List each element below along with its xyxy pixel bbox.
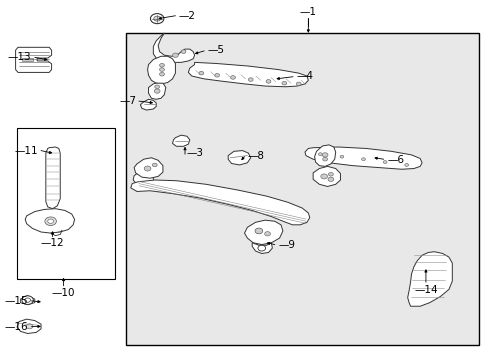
Polygon shape: [46, 147, 60, 209]
Text: —14: —14: [413, 285, 437, 295]
Circle shape: [199, 71, 203, 75]
Text: —9: —9: [278, 240, 294, 250]
Polygon shape: [407, 252, 451, 306]
Circle shape: [48, 219, 53, 224]
Polygon shape: [134, 158, 163, 178]
Circle shape: [154, 89, 160, 93]
Circle shape: [159, 72, 164, 76]
Circle shape: [159, 63, 164, 67]
Polygon shape: [314, 145, 335, 166]
Text: —5: —5: [207, 45, 224, 55]
Polygon shape: [147, 56, 175, 84]
Circle shape: [248, 78, 253, 81]
Circle shape: [322, 157, 327, 161]
Circle shape: [282, 81, 286, 85]
Circle shape: [159, 68, 164, 71]
Text: —16: —16: [5, 322, 28, 332]
Polygon shape: [228, 150, 250, 165]
Text: —8: —8: [247, 150, 264, 161]
Text: —1: —1: [299, 7, 316, 17]
Polygon shape: [172, 135, 189, 146]
Polygon shape: [25, 209, 75, 233]
Circle shape: [404, 163, 408, 166]
Circle shape: [154, 16, 160, 21]
Circle shape: [258, 245, 265, 251]
Circle shape: [361, 158, 365, 161]
Circle shape: [320, 174, 327, 179]
Circle shape: [152, 163, 157, 167]
Text: —12: —12: [41, 238, 64, 248]
Circle shape: [22, 296, 33, 305]
Polygon shape: [130, 180, 309, 225]
Circle shape: [181, 50, 185, 53]
Text: —10: —10: [52, 288, 75, 298]
Polygon shape: [305, 147, 421, 169]
Text: —7: —7: [119, 96, 136, 106]
Circle shape: [383, 161, 386, 163]
Circle shape: [172, 53, 178, 57]
Circle shape: [296, 82, 301, 86]
Circle shape: [155, 85, 159, 89]
Circle shape: [327, 177, 333, 181]
Circle shape: [25, 298, 30, 302]
Text: —4: —4: [296, 71, 313, 81]
Circle shape: [230, 76, 235, 79]
Circle shape: [45, 217, 56, 226]
Polygon shape: [312, 166, 340, 186]
Polygon shape: [22, 58, 33, 61]
Circle shape: [264, 231, 270, 236]
Circle shape: [318, 153, 322, 156]
Polygon shape: [51, 230, 62, 235]
Circle shape: [265, 80, 270, 83]
Polygon shape: [133, 171, 153, 186]
Circle shape: [144, 166, 151, 171]
Polygon shape: [244, 220, 283, 244]
Bar: [126, 33, 478, 345]
Circle shape: [328, 172, 333, 176]
Text: —6: —6: [386, 155, 404, 165]
Text: —13: —13: [8, 52, 31, 62]
Polygon shape: [148, 83, 165, 99]
Polygon shape: [20, 296, 35, 305]
Circle shape: [150, 14, 163, 24]
Circle shape: [322, 153, 327, 157]
Polygon shape: [188, 62, 308, 87]
Polygon shape: [17, 319, 41, 333]
Polygon shape: [140, 99, 156, 110]
Polygon shape: [153, 33, 194, 62]
Text: —2: —2: [179, 11, 195, 21]
Text: —3: —3: [186, 148, 203, 158]
Polygon shape: [252, 243, 272, 253]
Text: —15: —15: [5, 296, 28, 306]
Polygon shape: [16, 47, 52, 72]
Circle shape: [339, 155, 343, 158]
Circle shape: [255, 228, 262, 234]
Text: —11: —11: [15, 145, 38, 156]
Circle shape: [214, 73, 219, 77]
Circle shape: [26, 324, 33, 329]
Bar: [17, 128, 115, 279]
